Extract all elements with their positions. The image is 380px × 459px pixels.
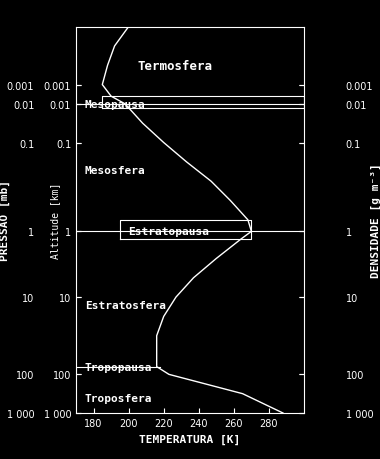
X-axis label: TEMPERATURA [K]: TEMPERATURA [K] bbox=[139, 433, 241, 444]
Text: Troposfera: Troposfera bbox=[85, 393, 152, 403]
Text: Altitude [km]: Altitude [km] bbox=[51, 182, 60, 258]
Text: Estratopausa: Estratopausa bbox=[128, 227, 210, 237]
Text: Mesosfera: Mesosfera bbox=[85, 165, 146, 175]
Text: Termosfera: Termosfera bbox=[138, 60, 212, 73]
Text: Tropopausa: Tropopausa bbox=[85, 362, 152, 372]
Text: Estratosfera: Estratosfera bbox=[85, 300, 166, 310]
Text: PRESSÃO [mb]: PRESSÃO [mb] bbox=[0, 180, 10, 261]
Text: Mesopausa: Mesopausa bbox=[85, 100, 146, 110]
Text: DENSIDADE [g m⁻³]: DENSIDADE [g m⁻³] bbox=[371, 163, 380, 278]
